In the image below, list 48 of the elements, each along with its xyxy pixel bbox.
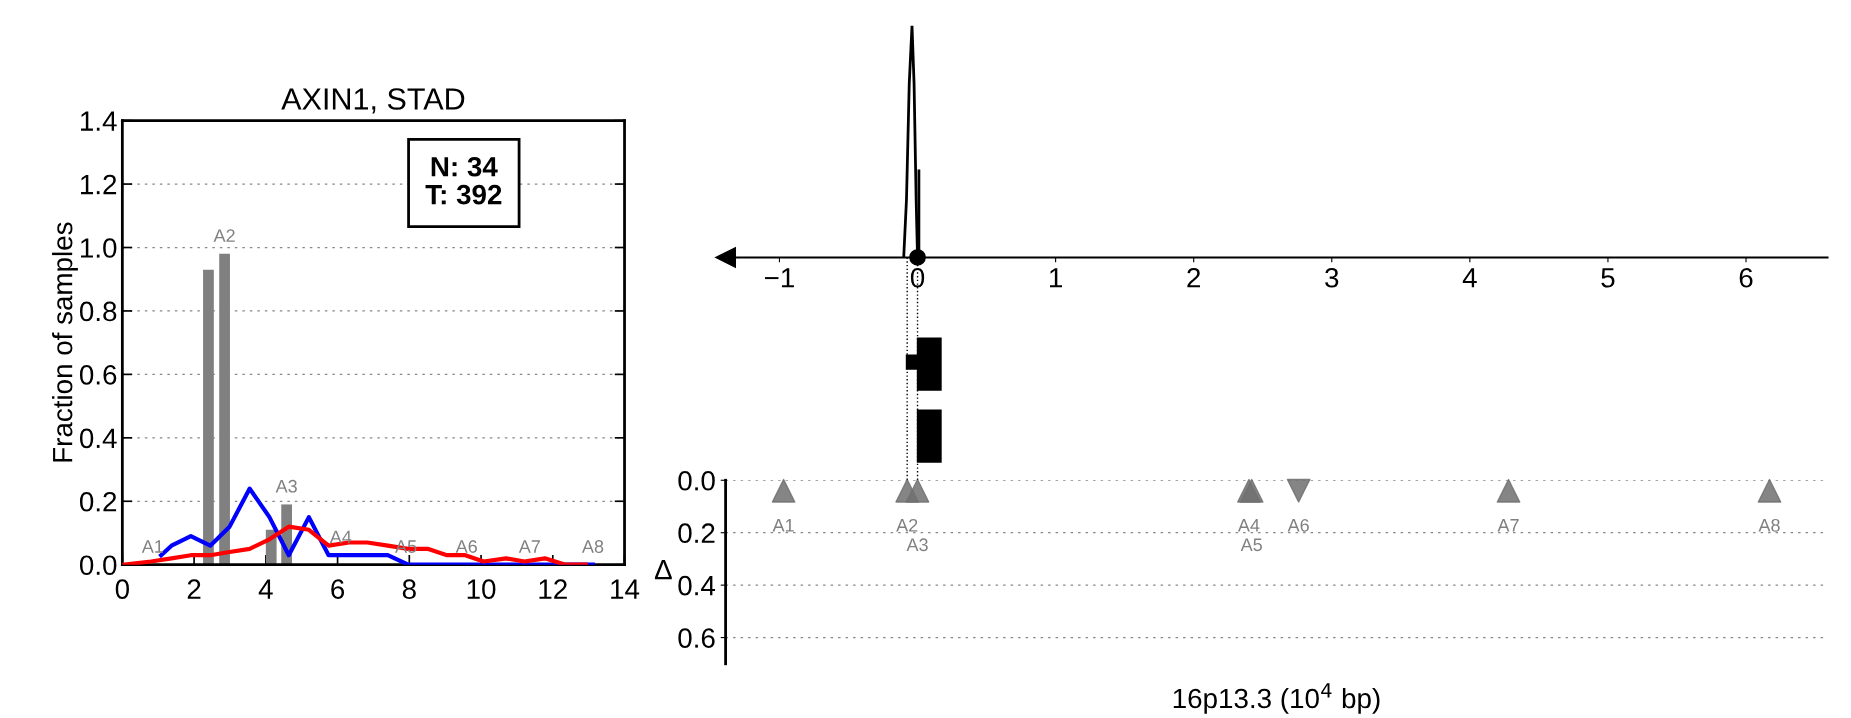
annotation: N: 34 T: 392	[425, 156, 502, 205]
x-tick-label: 14	[611, 579, 640, 599]
annotation: A1	[141, 540, 163, 553]
y-tick-label: 0.0	[678, 470, 715, 491]
y-axis-title: Fraction of samples	[52, 222, 78, 462]
y-tick-label: 0.4	[79, 428, 117, 449]
annotation: A6	[1287, 518, 1309, 532]
y-tick-label: 0.8	[79, 301, 117, 322]
y-tick-label: 0.6	[678, 628, 715, 648]
annotation: A7	[1497, 519, 1519, 532]
x-tick-label: 0	[115, 579, 129, 599]
x-tick-label: 6	[1739, 267, 1753, 288]
x-tick-label: 0	[910, 267, 925, 288]
y-tick-label: 0.0	[79, 555, 117, 576]
annotation: A7	[518, 540, 540, 553]
x-tick-label: 2	[187, 579, 201, 599]
y-tick-label: 0.4	[678, 575, 716, 596]
y-axis-title: Δ	[654, 560, 672, 580]
annotation: A2	[213, 229, 235, 242]
annotation: A8	[1758, 518, 1780, 532]
annotation: A2	[896, 518, 918, 532]
y-tick-label: 0.6	[79, 365, 117, 385]
x-tick-label: 5	[1601, 268, 1615, 288]
x-tick-label: 4	[1462, 268, 1477, 288]
y-tick-label: 1.0	[81, 238, 117, 258]
x-tick-label: 2	[1187, 267, 1201, 288]
x-tick-label: 1	[1050, 268, 1062, 288]
annotation: A6	[455, 540, 477, 553]
y-tick-label: 0.2	[79, 491, 117, 512]
annotation: A5	[1240, 538, 1262, 552]
annotation: A8	[581, 540, 604, 553]
x-tick-label: 3	[1325, 267, 1339, 288]
annotation: A1	[772, 519, 794, 532]
x-tick-label: 10	[467, 579, 496, 599]
annotation: A4	[329, 530, 352, 544]
x-tick-label: 4	[258, 579, 273, 599]
x-tick-label: 6	[331, 579, 345, 599]
chart-title: AXIN1, STAD	[281, 88, 465, 114]
x-tick-label: 12	[539, 579, 567, 599]
x-axis-title: 16p13.3 (10$^{4}$ bp)	[1173, 683, 1380, 714]
annotation: A3	[906, 538, 928, 552]
annotation: A3	[275, 479, 297, 493]
y-tick-label: 1.4	[81, 111, 117, 131]
y-tick-label: 1.2	[81, 174, 117, 195]
x-tick-label: −1	[764, 268, 794, 288]
x-tick-label: 8	[402, 579, 416, 599]
y-tick-label: 0.2	[678, 523, 715, 544]
annotation: A4	[1237, 519, 1260, 532]
